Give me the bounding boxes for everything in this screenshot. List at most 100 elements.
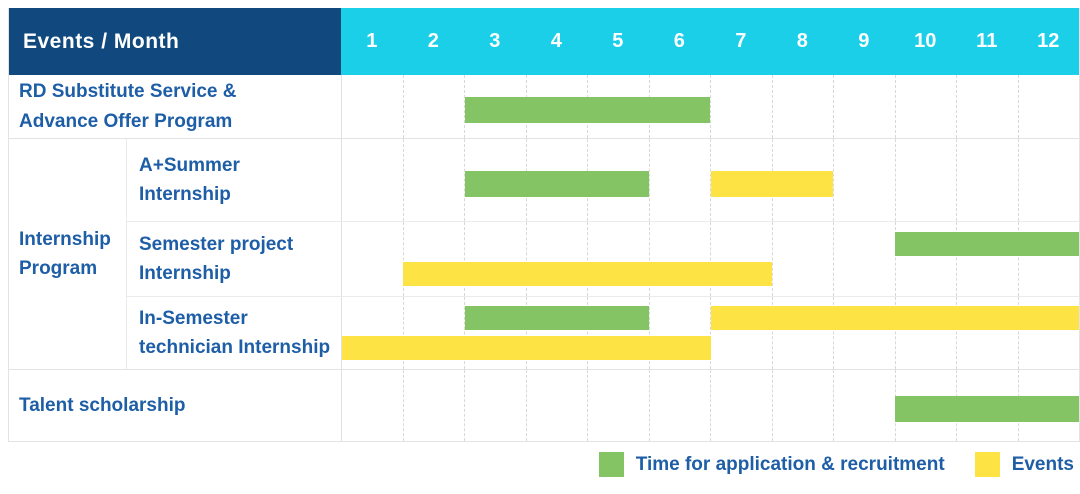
row-label-text: Semester project Internship <box>139 233 294 284</box>
recruitment-bar <box>894 396 1079 423</box>
month-gridline-column <box>342 139 403 221</box>
events-swatch <box>974 452 1000 477</box>
month-header-cell: 1 <box>366 30 378 52</box>
month-gridline-column <box>342 222 403 296</box>
month-header-cell: 10 <box>914 30 937 52</box>
row-label: RD Substitute Service & Advance Offer Pr… <box>9 75 341 138</box>
month-gridline-column <box>833 370 895 441</box>
legend-label-events: Events <box>1011 453 1074 475</box>
month-gridline-column <box>1017 222 1080 296</box>
gantt-row-rd-substitute: RD Substitute Service & Advance Offer Pr… <box>9 75 1079 138</box>
month-gridline-column <box>710 222 772 296</box>
month-gridline-column <box>956 139 1018 221</box>
legend-item-recruitment: Time for application & recruitment <box>598 452 945 477</box>
month-gridline-column <box>464 139 526 221</box>
month-gridline-column <box>894 297 957 369</box>
gantt-chart-cell <box>341 75 1079 138</box>
month-gridline-column <box>402 222 465 296</box>
month-header-cell: 9 <box>858 30 870 52</box>
month-header-cell: 2 <box>427 30 439 52</box>
table-header-row: Events / Month 1 2 3 4 5 6 7 8 9 10 11 12 <box>9 8 1079 75</box>
month-gridline-column <box>710 75 772 138</box>
recruitment-bar <box>464 96 711 123</box>
month-gridline-column <box>771 75 834 138</box>
group-label: Internship Program <box>9 139 126 369</box>
month-header-cell: 11 <box>976 30 998 52</box>
month-gridline-column <box>402 75 465 138</box>
table-body: RD Substitute Service & Advance Offer Pr… <box>9 75 1079 441</box>
month-gridline-column <box>894 222 957 296</box>
month-gridline-column <box>587 222 649 296</box>
month-gridline-column <box>342 75 403 138</box>
gantt-row-semester-project: Semester project Internship <box>127 221 1079 296</box>
month-gridline-column <box>587 370 649 441</box>
month-gridline-column <box>771 297 834 369</box>
month-header-cell: 5 <box>612 30 624 52</box>
month-gridline-column <box>894 75 957 138</box>
row-label-text: Talent scholarship <box>19 394 186 416</box>
month-gridline-column <box>1017 75 1080 138</box>
recruitment-swatch <box>598 452 624 477</box>
events-bar <box>710 171 834 198</box>
row-label: Talent scholarship <box>9 370 341 441</box>
legend-label-recruitment: Time for application & recruitment <box>635 453 945 475</box>
month-gridline-column <box>648 297 711 369</box>
internship-program-group: Internship Program A+Summer Internship Sem… <box>9 138 1079 369</box>
recruitment-bar <box>894 232 1079 256</box>
events-bar <box>710 306 1079 330</box>
month-gridline-column <box>771 370 834 441</box>
month-gridline-column <box>402 297 465 369</box>
row-label-text: A+Summer Internship <box>139 154 240 205</box>
month-gridline-column <box>525 297 588 369</box>
gantt-row-talent-scholarship: Talent scholarship <box>9 369 1079 441</box>
month-gridline-column <box>648 222 711 296</box>
month-gridline-column <box>710 370 772 441</box>
month-gridline-column <box>402 370 465 441</box>
legend: Time for application & recruitment Events <box>0 452 1074 477</box>
month-gridline-column <box>648 370 711 441</box>
gantt-row-a-plus-summer: A+Summer Internship <box>127 139 1079 221</box>
month-header-cell: 12 <box>1037 30 1060 52</box>
month-gridline-column <box>956 297 1018 369</box>
month-gridline-column <box>956 222 1018 296</box>
month-header-cell: 6 <box>673 30 685 52</box>
month-gridline-column <box>464 370 526 441</box>
month-gridline-column <box>956 75 1018 138</box>
events-bar <box>403 262 772 286</box>
gantt-chart-cell <box>341 222 1079 296</box>
month-header-strip: 1 2 3 4 5 6 7 8 9 10 11 12 <box>341 8 1079 75</box>
row-label-text: In-Semester technician Internship <box>139 307 331 358</box>
month-gridline-column <box>464 297 526 369</box>
row-label-text: RD Substitute Service & Advance Offer Pr… <box>19 81 237 132</box>
group-label-text: Internship Program <box>19 228 111 279</box>
month-gridline-column <box>648 139 711 221</box>
month-gridline-column <box>771 222 834 296</box>
recruitment-bar <box>464 306 650 330</box>
month-gridline-column <box>525 370 588 441</box>
month-header-cell: 7 <box>735 30 747 52</box>
month-gridline-column <box>833 139 895 221</box>
month-gridline-column <box>833 222 895 296</box>
gantt-chart-cell <box>341 297 1079 369</box>
row-label: In-Semester technician Internship <box>127 297 341 369</box>
month-gridline-column <box>833 297 895 369</box>
month-gridline-column <box>587 297 649 369</box>
month-gridline-column <box>402 139 465 221</box>
events-bar <box>342 336 711 360</box>
month-gridline-column <box>525 222 588 296</box>
recruitment-bar <box>464 171 650 198</box>
gantt-chart-cell <box>341 139 1079 221</box>
gantt-chart-cell <box>341 370 1079 441</box>
month-gridline-column <box>464 75 526 138</box>
events-month-table: Events / Month 1 2 3 4 5 6 7 8 9 10 11 12 RD Substi… <box>8 8 1080 442</box>
gantt-row-in-semester-technician: In-Semester technician Internship <box>127 296 1079 369</box>
month-gridline-column <box>710 297 772 369</box>
month-gridline-column <box>342 370 403 441</box>
month-gridline-column <box>1017 139 1080 221</box>
month-gridline-column <box>1017 297 1080 369</box>
month-header-cell: 8 <box>796 30 808 52</box>
month-header-cell: 4 <box>550 30 562 52</box>
month-gridline-column <box>710 139 772 221</box>
row-label: Semester project Internship <box>127 222 341 296</box>
